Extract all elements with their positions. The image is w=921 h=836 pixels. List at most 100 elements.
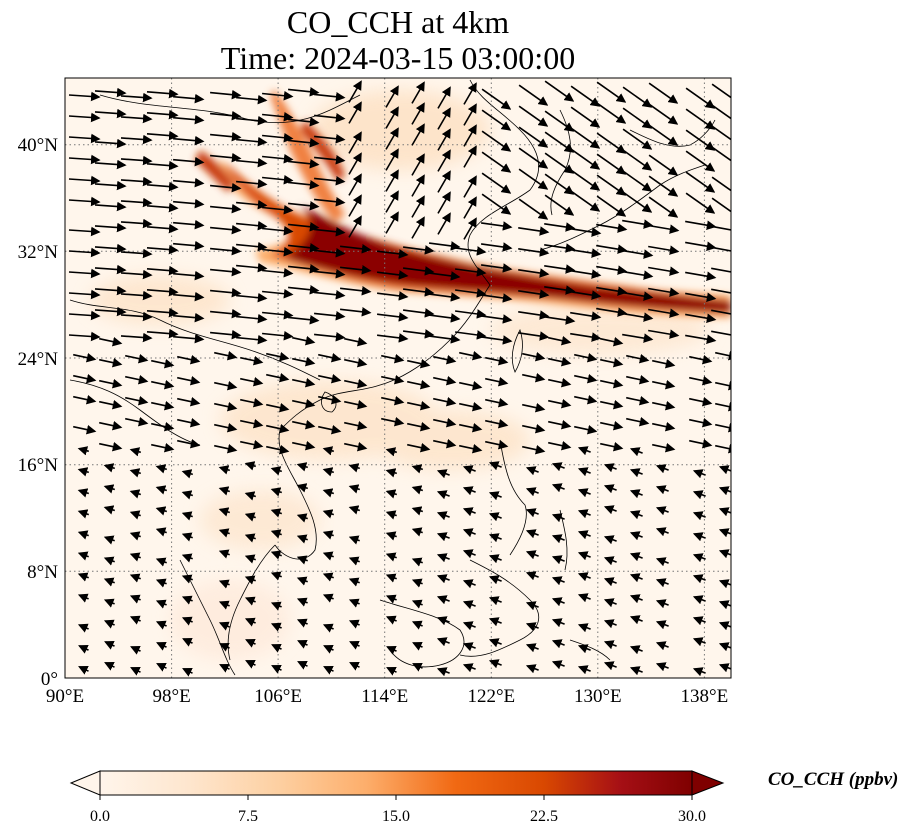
wind-arrow: [130, 645, 141, 655]
wind-arrow: [181, 553, 193, 563]
wind-arrow: [236, 313, 268, 324]
wind-arrow: [436, 616, 450, 626]
wind-arrow: [463, 124, 477, 147]
wind-arrow: [385, 169, 399, 192]
wind-arrow: [411, 174, 425, 197]
wind-arrow: [377, 249, 409, 259]
wind-arrow: [125, 353, 149, 364]
wind-arrow: [68, 226, 101, 237]
wind-arrow: [437, 212, 451, 235]
wind-arrow: [349, 662, 360, 671]
wind-arrow: [570, 290, 602, 300]
wind-arrow: [551, 483, 565, 493]
wind-arrow: [77, 551, 89, 561]
wind-arrow: [518, 247, 550, 257]
wind-arrow: [544, 285, 576, 295]
wind-arrow: [155, 557, 167, 567]
wind-arrow: [574, 424, 598, 435]
lon-tick-label: 130°E: [574, 686, 622, 707]
wind-arrow: [236, 136, 268, 147]
wind-arrow: [622, 249, 654, 259]
wind-arrow: [525, 550, 539, 560]
wind-arrow: [348, 484, 361, 494]
wind-arrow: [181, 532, 193, 542]
wind-arrow: [210, 131, 242, 142]
wind-arrow: [385, 510, 397, 520]
wind-arrow: [262, 111, 294, 122]
wind-arrow: [570, 169, 601, 191]
wind-arrow: [480, 314, 513, 324]
wind-arrow: [270, 601, 282, 611]
wind-arrow: [173, 333, 205, 344]
wind-arrow: [146, 265, 179, 276]
wind-arrow: [462, 507, 476, 517]
wind-arrow: [463, 145, 477, 168]
wind-arrow: [271, 643, 282, 653]
wind-arrow: [544, 131, 575, 153]
wind-arrow: [622, 333, 654, 343]
wind-arrow: [151, 400, 175, 411]
wind-arrow: [437, 191, 451, 214]
wind-arrow: [436, 595, 450, 605]
wind-arrow: [292, 398, 316, 409]
wind-arrow: [407, 400, 431, 411]
wind-arrow: [436, 532, 450, 542]
wind-arrow: [411, 195, 425, 218]
wind-arrow: [322, 593, 334, 603]
wind-arrow: [718, 642, 731, 652]
wind-arrow: [240, 355, 264, 366]
wind-arrow: [218, 579, 230, 589]
wind-arrow: [433, 417, 457, 428]
wind-arrow: [462, 465, 476, 475]
wind-arrow: [245, 638, 256, 648]
wind-arrow: [518, 198, 549, 220]
wind-arrow: [68, 289, 101, 300]
wind-arrow: [236, 199, 268, 210]
wind-arrow: [459, 422, 483, 433]
wind-arrow: [340, 286, 372, 296]
wind-arrow: [210, 329, 242, 340]
wind-arrow: [428, 334, 461, 344]
wind-arrow: [155, 485, 168, 495]
wind-arrow: [570, 248, 602, 258]
wind-arrow: [685, 313, 717, 323]
wind-arrow: [603, 619, 617, 629]
wind-arrow: [385, 447, 398, 457]
wind-arrow: [648, 287, 680, 297]
wind-arrow: [655, 578, 669, 588]
wind-arrow: [270, 466, 283, 476]
wind-arrow: [463, 103, 477, 126]
wind-arrow: [433, 354, 457, 365]
wind-arrow: [433, 375, 457, 386]
wind-arrow: [177, 375, 201, 386]
wind-arrow: [692, 490, 706, 500]
wind-arrow: [296, 513, 308, 523]
wind-arrow: [177, 354, 201, 365]
wind-arrow: [488, 617, 502, 627]
wind-arrow: [718, 549, 731, 559]
wind-arrow: [210, 152, 242, 163]
wind-arrow: [94, 243, 127, 254]
wind-arrow: [146, 202, 179, 213]
wind-arrow: [577, 467, 591, 477]
wind-arrow: [146, 160, 179, 171]
wind-arrow: [692, 469, 706, 479]
wind-arrow: [266, 351, 290, 362]
wind-arrow: [103, 463, 116, 473]
wind-arrow: [292, 419, 316, 430]
wind-arrow: [314, 112, 346, 123]
wind-arrow: [129, 594, 141, 604]
wind-arrow: [155, 464, 168, 474]
wind-arrow: [411, 620, 423, 630]
wind-arrow: [344, 399, 368, 410]
wind-arrow: [77, 593, 89, 603]
wind-arrow: [577, 446, 591, 456]
wind-arrow: [603, 463, 617, 473]
wind-arrow: [323, 666, 334, 675]
wind-arrow: [411, 599, 423, 609]
wind-arrow: [244, 512, 256, 522]
wind-arrow: [288, 158, 320, 169]
wind-arrow: [292, 377, 316, 388]
wind-arrow: [296, 555, 308, 565]
wind-arrow: [129, 510, 141, 520]
